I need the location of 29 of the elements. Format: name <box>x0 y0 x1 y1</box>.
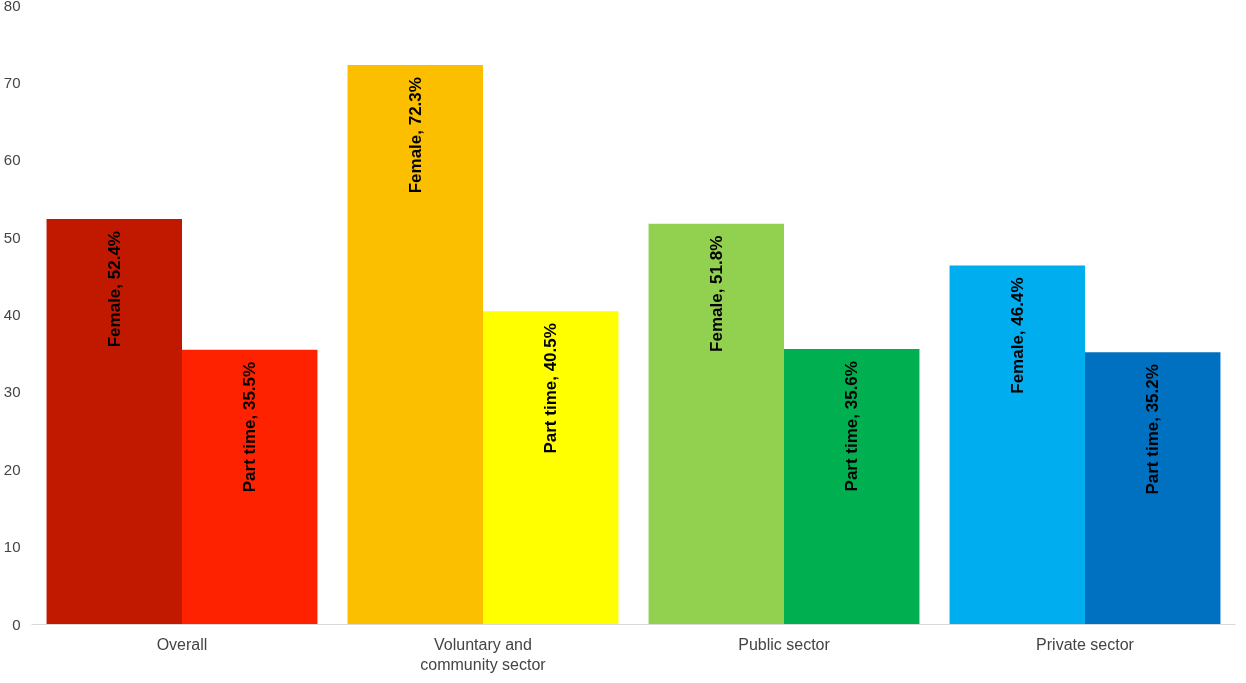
bar <box>483 311 619 625</box>
y-tick-label: 0 <box>12 615 21 633</box>
x-tick-label: Overall <box>156 635 208 653</box>
y-tick-label: 50 <box>3 228 21 246</box>
data-label: Part time, 40.5% <box>541 323 561 454</box>
bar <box>46 219 182 625</box>
data-label: Female, 46.4% <box>1007 277 1027 394</box>
y-tick-label: 30 <box>3 383 21 401</box>
bar <box>1085 352 1221 625</box>
bar <box>347 65 483 625</box>
data-label: Part time, 35.2% <box>1143 364 1163 495</box>
data-label: Part time, 35.6% <box>842 361 862 492</box>
x-tick-label: Voluntary and community sector <box>420 635 547 673</box>
y-tick-label: 40 <box>3 306 21 323</box>
data-label: Female, 51.8% <box>706 235 726 352</box>
y-tick-label: 60 <box>3 151 21 169</box>
data-label: Female, 52.4% <box>104 231 124 348</box>
x-tick-label: Private sector <box>1036 635 1135 653</box>
y-tick-label: 80 <box>3 0 21 14</box>
data-label: Female, 72.3% <box>405 77 425 194</box>
bar <box>784 349 920 625</box>
bar <box>182 349 318 625</box>
y-tick-label: 10 <box>3 538 21 556</box>
bar <box>949 265 1085 625</box>
x-tick-label: Public sector <box>738 635 831 653</box>
y-tick-label: 70 <box>3 73 21 91</box>
y-tick-label: 20 <box>3 460 21 478</box>
bar <box>648 223 784 625</box>
data-label: Part time, 35.5% <box>240 361 260 493</box>
